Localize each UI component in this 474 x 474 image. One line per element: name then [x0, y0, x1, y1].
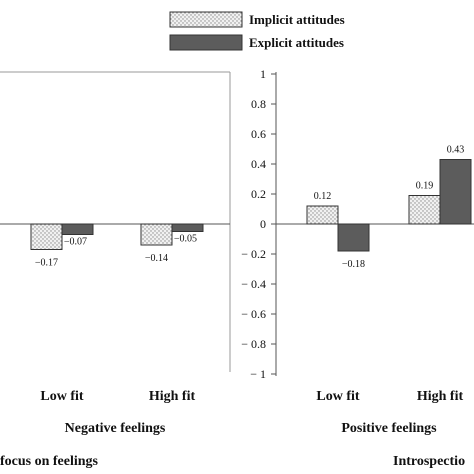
y-tick-label: 0.2 — [251, 187, 266, 201]
y-axis-ticks: 1 0.8 0.6 0.4 0.2 0 − 0.2 − 0.4 − 0.6 − 0.8 − 1 — [241, 67, 276, 381]
y-tick-label: 1 — [260, 67, 266, 81]
bar-explicit — [439, 159, 472, 225]
data-label-implicit: −0.14 — [145, 253, 168, 264]
y-tick-label: − 0.6 — [241, 307, 266, 321]
data-label-implicit: 0.19 — [416, 181, 434, 192]
data-label-explicit: −0.05 — [174, 234, 197, 245]
y-tick-label: 0.8 — [251, 97, 266, 111]
y-tick-label: − 0.2 — [241, 247, 266, 261]
legend-swatch-implicit — [169, 11, 243, 28]
right-category-label-low-fit: Low fit — [316, 389, 360, 404]
left-panel: −0.17 −0.07 −0.14 −0.05 Low fit High fit Ne… — [0, 71, 231, 469]
legend-label-implicit: Implicit attitudes — [249, 12, 345, 27]
right-category-label-high-fit: High fit — [417, 389, 464, 404]
left-panel-bars: −0.17 −0.07 −0.14 −0.05 — [0, 223, 230, 269]
y-tick-label: 0 — [260, 217, 266, 231]
left-bottom-label: focus on feelings — [0, 454, 99, 469]
bar-explicit — [61, 223, 94, 235]
right-bottom-label: Introspectio — [393, 454, 465, 469]
bar-implicit — [140, 223, 173, 246]
bar-implicit — [408, 195, 441, 225]
data-label-explicit: −0.07 — [64, 237, 87, 248]
data-label-explicit: −0.18 — [342, 259, 365, 270]
y-tick-label: 0.4 — [251, 157, 266, 171]
bar-explicit — [337, 223, 370, 252]
right-panel: 1 0.8 0.6 0.4 0.2 0 − 0.2 − 0.4 − 0.6 − 0.8 − 1 0.… — [241, 67, 474, 469]
bar-implicit — [306, 205, 339, 225]
left-group-label: Negative feelings — [65, 421, 166, 436]
data-label-implicit: −0.17 — [35, 258, 58, 269]
legend-label-explicit: Explicit attitudes — [249, 35, 344, 50]
legend: Implicit attitudes Explicit attitudes — [169, 11, 345, 51]
data-label-implicit: 0.12 — [314, 191, 332, 202]
right-group-label: Positive feelings — [341, 421, 437, 436]
y-tick-label: 0.6 — [251, 127, 266, 141]
y-tick-label: − 0.4 — [241, 277, 266, 291]
y-tick-label: − 0.8 — [241, 337, 266, 351]
legend-swatch-explicit — [169, 34, 243, 51]
y-tick-label: − 1 — [250, 367, 266, 381]
right-panel-bars: 0.12 −0.18 0.19 0.43 — [276, 145, 474, 270]
left-category-label-low-fit: Low fit — [40, 389, 84, 404]
data-label-explicit: 0.43 — [447, 145, 465, 156]
left-category-label-high-fit: High fit — [149, 389, 196, 404]
bar-explicit — [171, 223, 204, 232]
bar-implicit — [30, 223, 63, 250]
